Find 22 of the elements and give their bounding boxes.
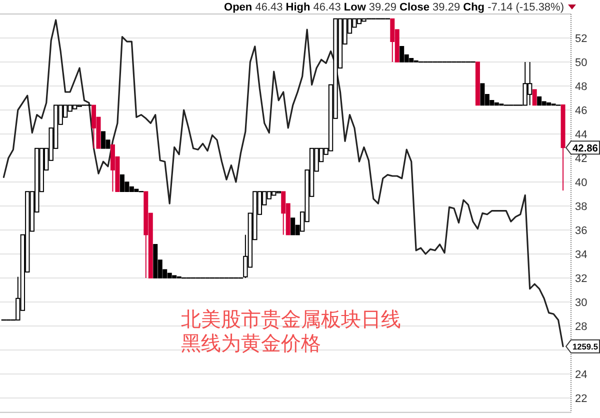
y-tick-label: 30 [575,297,588,309]
y-tick-label: 28 [575,321,588,333]
y-tick-label: 48 [575,81,588,93]
y-tick-label: 46 [575,105,588,117]
annotation: 北美股市贵金属板块日线 [181,308,401,331]
y-tick-label: 42 [575,153,588,165]
y-tick-label: 52 [575,33,588,45]
y-tick-label: 50 [575,57,588,69]
chart-title: Open 46.43 High 46.43 Low 39.29 Close 39.29 Chg -7.14 (-15.38%) [224,2,564,14]
y-tick-label: 34 [575,249,588,261]
annotation: 黑线为黄金价格 [181,333,321,355]
y-tick-label: 24 [575,369,588,381]
candlestick [532,89,537,106]
y-tick-label: 40 [575,177,588,189]
y-tick-label: 38 [575,201,588,213]
value-tag: 1259.5 [565,339,600,354]
y-tick-label: 44 [575,129,588,141]
candlestick [475,62,480,106]
y-tick-label: 32 [575,273,588,285]
y-tick-label: 36 [575,225,588,237]
value-tag: 42.86 [565,140,600,155]
y-tick-label: 22 [575,393,588,405]
